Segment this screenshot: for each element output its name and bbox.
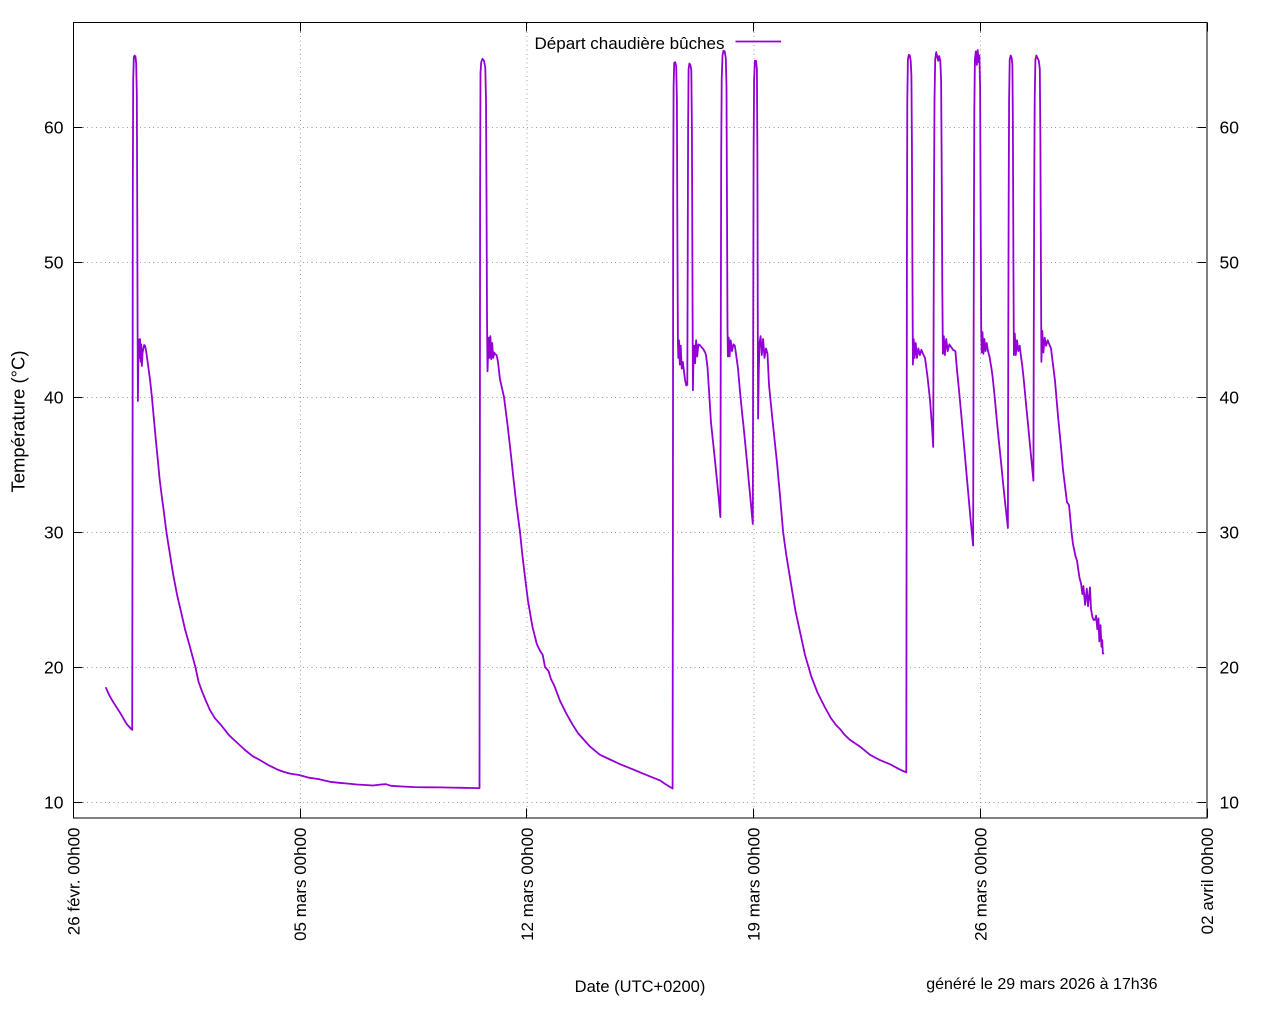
- svg-text:40: 40: [1220, 388, 1240, 408]
- svg-text:30: 30: [1220, 523, 1240, 543]
- svg-text:10: 10: [1220, 793, 1240, 813]
- svg-text:02 avril 00h00: 02 avril 00h00: [1198, 828, 1217, 935]
- svg-text:40: 40: [44, 388, 64, 408]
- svg-text:20: 20: [44, 658, 64, 678]
- svg-text:26 févr. 00h00: 26 févr. 00h00: [64, 828, 83, 936]
- svg-text:Température (°C): Température (°C): [7, 350, 28, 492]
- svg-text:60: 60: [1220, 118, 1240, 138]
- svg-text:Date (UTC+0200): Date (UTC+0200): [575, 978, 706, 996]
- svg-text:généré le 29 mars 2026 à 17h36: généré le 29 mars 2026 à 17h36: [926, 976, 1157, 993]
- svg-text:10: 10: [44, 793, 64, 813]
- svg-text:60: 60: [44, 118, 64, 138]
- svg-text:26 mars 00h00: 26 mars 00h00: [971, 828, 990, 941]
- svg-text:20: 20: [1220, 658, 1240, 678]
- svg-text:30: 30: [44, 523, 64, 543]
- svg-text:50: 50: [1220, 253, 1240, 273]
- svg-text:19 mars 00h00: 19 mars 00h00: [745, 828, 764, 941]
- svg-text:12 mars 00h00: 12 mars 00h00: [518, 828, 537, 941]
- svg-text:05 mars 00h00: 05 mars 00h00: [291, 828, 310, 941]
- svg-text:50: 50: [44, 253, 64, 273]
- svg-text:Départ chaudière bûches: Départ chaudière bûches: [535, 34, 725, 53]
